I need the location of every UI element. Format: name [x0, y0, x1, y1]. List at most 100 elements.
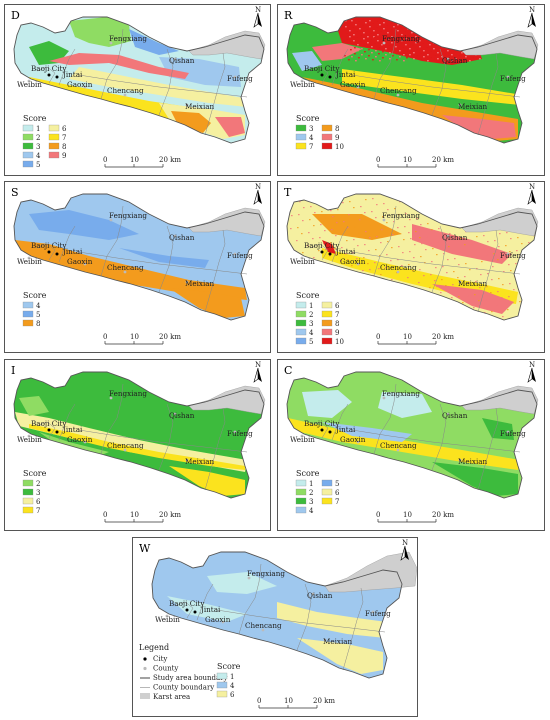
place-label-baoji: Baoji City	[304, 241, 340, 250]
scale-tick-label: 20 km	[432, 156, 454, 164]
score-value: 4	[309, 329, 314, 337]
map-panel-S: Fengxiang Qishan Baoji City Jintai Weibin Gao…	[4, 181, 271, 353]
place-label-gaoxin: Gaoxin	[205, 615, 231, 624]
place-label-baoji: Baoji City	[31, 64, 67, 73]
county-boundary	[238, 563, 262, 635]
county-boundary	[204, 407, 226, 491]
study-area-boundary	[286, 371, 538, 499]
place-label-weibin: Weibin	[290, 257, 315, 266]
county-boundary	[78, 251, 248, 275]
county-boundary	[373, 28, 397, 100]
score-zone-8	[15, 240, 247, 300]
county-boundary	[216, 609, 386, 633]
county-boundary	[351, 251, 521, 275]
score-swatch	[48, 133, 60, 141]
county-marker	[446, 412, 450, 416]
scale-bar	[258, 705, 318, 709]
scale-tick-label: 20 km	[159, 156, 181, 164]
score-swatch	[48, 151, 60, 159]
scale-tick-label: 10	[284, 697, 293, 705]
county-boundary	[100, 383, 124, 455]
place-label-fengxiang: Fengxiang	[109, 389, 147, 398]
county-icon	[143, 666, 147, 671]
score-swatch	[22, 160, 34, 168]
county-boundary	[431, 403, 447, 471]
county-boundary	[373, 205, 397, 277]
score-swatch	[321, 488, 333, 496]
scale-tick-label: 0	[376, 511, 380, 519]
score-value: 2	[309, 489, 313, 497]
score-legend-title: Score	[296, 291, 320, 300]
county-marker	[233, 75, 237, 79]
score-zone-5	[29, 210, 139, 240]
score-zone-7	[169, 466, 245, 496]
place-label-jintai: Jintai	[62, 425, 83, 434]
score-value: 4	[230, 682, 235, 690]
score-swatch	[321, 319, 333, 327]
county-marker	[185, 458, 189, 462]
place-label-jintai: Jintai	[62, 70, 83, 79]
county-marker	[165, 614, 169, 618]
county-marker	[27, 256, 31, 260]
county-boundary	[158, 403, 174, 471]
place-label-meixian: Meixian	[458, 279, 488, 288]
score-value: 2	[36, 480, 40, 488]
score-zone-8	[312, 214, 402, 240]
county-marker	[185, 103, 189, 107]
panel-label: W	[139, 542, 151, 555]
county-marker	[323, 638, 327, 642]
county-boundary	[331, 225, 349, 263]
score-zone-9	[312, 43, 362, 61]
score-swatch	[22, 151, 34, 159]
study-area-boundary	[286, 16, 538, 144]
place-label-fufeng: Fufeng	[227, 74, 253, 83]
score-swatch	[216, 672, 228, 680]
place-label-fufeng: Fufeng	[227, 251, 253, 260]
karst-area	[324, 551, 417, 593]
score-value: 6	[62, 125, 67, 133]
legend-item: Karst area	[153, 693, 190, 701]
scale-tick-label: 0	[376, 156, 380, 164]
city-marker	[55, 252, 59, 256]
place-label-gaoxin: Gaoxin	[340, 257, 366, 266]
county-marker	[233, 252, 237, 256]
score-zone-4	[322, 422, 412, 442]
score-swatch	[295, 506, 307, 514]
place-label-fufeng: Fufeng	[500, 429, 526, 438]
study-area-boundary	[13, 371, 265, 499]
county-boundary	[58, 225, 76, 263]
scale-tick-label: 20 km	[432, 511, 454, 519]
place-label-gaoxin: Gaoxin	[340, 80, 366, 89]
score-swatch	[321, 133, 333, 141]
map-panel-R: Fengxiang Qishan Baoji City Jintai Weibin Gao…	[277, 4, 545, 176]
place-label-weibin: Weibin	[155, 615, 180, 624]
county-marker	[396, 270, 400, 274]
score-value: 10	[335, 338, 344, 346]
score-legend-title: Score	[23, 291, 47, 300]
score-value: 6	[335, 302, 340, 310]
county-marker	[27, 434, 31, 438]
score-value: 5	[335, 480, 339, 488]
place-label-chencang: Chencang	[380, 263, 417, 272]
place-label-jintai: Jintai	[335, 425, 356, 434]
score-value: 6	[230, 691, 235, 699]
score-value: 6	[36, 498, 41, 506]
county-boundary	[196, 583, 214, 621]
city-marker	[47, 73, 51, 77]
place-label-meixian: Meixian	[458, 102, 488, 111]
score-zone-8	[169, 288, 245, 318]
place-label-chencang: Chencang	[107, 263, 144, 272]
county-boundary	[36, 66, 56, 84]
score-zone-9	[49, 53, 189, 79]
place-label-baoji: Baoji City	[304, 64, 340, 73]
county-boundary	[342, 587, 364, 671]
score-zone-10	[338, 17, 482, 65]
legend-item: City	[153, 655, 167, 663]
score-swatch	[321, 310, 333, 318]
score-swatch	[321, 142, 333, 150]
place-label-jintai: Jintai	[335, 247, 356, 256]
county-boundary	[477, 407, 499, 491]
